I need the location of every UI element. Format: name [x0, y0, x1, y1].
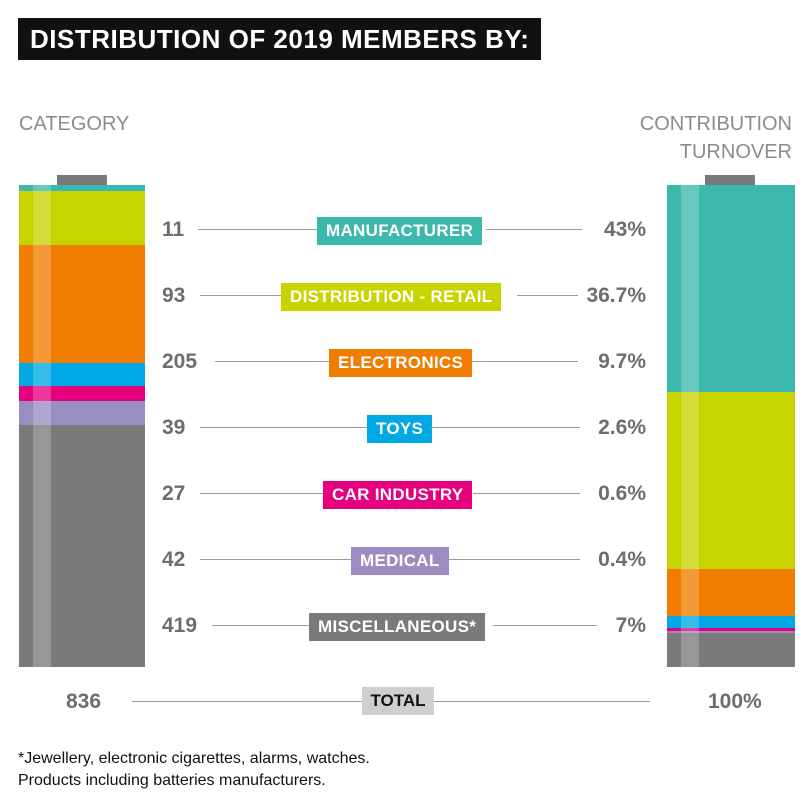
- right-column-header: CONTRIBUTION TURNOVER: [640, 110, 792, 166]
- footnote-line-1: *Jewellery, electronic cigarettes, alarm…: [18, 750, 370, 767]
- category-row: 39 TOYS 2.6%: [0, 408, 810, 448]
- total-rule-right: [434, 701, 650, 702]
- member-count: 11: [162, 218, 185, 241]
- right-header-line-2: TURNOVER: [679, 141, 792, 163]
- category-segment-4: [19, 363, 145, 387]
- category-row: 93 DISTRIBUTION - RETAIL 36.7%: [0, 276, 810, 316]
- turnover-segment-7: [667, 633, 795, 668]
- category-segment-3: [19, 244, 145, 364]
- leader-line-right: [517, 295, 578, 296]
- total-count: 836: [66, 690, 102, 713]
- turnover-segment-6: [667, 631, 795, 634]
- category-row: 11 MANUFACTURER 43%: [0, 210, 810, 250]
- turnover-percent: 7%: [615, 614, 646, 637]
- category-row: 27 CAR INDUSTRY 0.6%: [0, 474, 810, 514]
- total-rule: [132, 701, 362, 702]
- category-label: DISTRIBUTION - RETAIL: [281, 283, 502, 311]
- category-label: MANUFACTURER: [317, 217, 483, 245]
- member-count: 39: [162, 416, 186, 439]
- member-count: 93: [162, 284, 186, 307]
- member-count: 27: [162, 482, 186, 505]
- turnover-segment-3: [667, 569, 795, 617]
- category-label: MEDICAL: [351, 547, 449, 575]
- turnover-segment-4: [667, 615, 795, 629]
- leader-line-right: [471, 361, 578, 362]
- category-battery-cap: [57, 175, 107, 185]
- turnover-battery: [667, 185, 795, 668]
- leader-line-right: [430, 427, 580, 428]
- turnover-segment-5: [667, 628, 795, 632]
- category-segment-7: [19, 425, 145, 668]
- chart-title: DISTRIBUTION OF 2019 MEMBERS BY:: [18, 18, 542, 60]
- left-column-header: CATEGORY: [19, 113, 130, 135]
- member-count: 42: [162, 548, 186, 571]
- category-segment-2: [19, 191, 145, 246]
- category-segment-1: [19, 185, 145, 192]
- category-label: ELECTRONICS: [329, 349, 473, 377]
- turnover-battery-cap: [705, 175, 755, 185]
- leader-line-right: [486, 229, 582, 230]
- total-label: TOTAL: [362, 687, 434, 715]
- turnover-percent: 9.7%: [598, 350, 646, 373]
- category-label: CAR INDUSTRY: [323, 481, 473, 509]
- turnover-segment-2: [667, 392, 795, 570]
- turnover-percent: 36.7%: [586, 284, 646, 307]
- total-percent: 100%: [708, 690, 762, 713]
- turnover-percent: 0.6%: [598, 482, 646, 505]
- leader-line-right: [447, 559, 580, 560]
- category-segment-5: [19, 385, 145, 402]
- footnote-line-2: Products including batteries manufacture…: [18, 772, 326, 789]
- category-battery-shine: [33, 185, 51, 667]
- leader-line-right: [493, 625, 597, 626]
- category-row: 42 MEDICAL 0.4%: [0, 540, 810, 580]
- right-header-line-1: CONTRIBUTION: [639, 113, 792, 135]
- turnover-percent: 0.4%: [598, 548, 646, 571]
- total-row: 836 TOTAL 100%: [0, 682, 810, 722]
- category-segment-6: [19, 401, 145, 426]
- leader-line-left: [198, 229, 317, 230]
- member-count: 419: [162, 614, 198, 637]
- member-count: 205: [162, 350, 198, 373]
- leader-line-left: [200, 559, 351, 560]
- turnover-battery-shine: [681, 185, 699, 667]
- category-row: 205 ELECTRONICS 9.7%: [0, 342, 810, 382]
- category-battery: [19, 185, 145, 668]
- leader-line-left: [215, 361, 329, 362]
- turnover-percent: 2.6%: [598, 416, 646, 439]
- category-label: TOYS: [367, 415, 433, 443]
- leader-line-left: [200, 493, 323, 494]
- turnover-percent: 43%: [603, 218, 646, 241]
- leader-line-left: [200, 427, 367, 428]
- category-row: 419 MISCELLANEOUS* 7%: [0, 606, 810, 646]
- category-label: MISCELLANEOUS*: [309, 613, 486, 641]
- leader-line-left: [200, 295, 281, 296]
- footnote: *Jewellery, electronic cigarettes, alarm…: [18, 748, 370, 792]
- leader-line-right: [473, 493, 580, 494]
- leader-line-left: [212, 625, 309, 626]
- turnover-segment-1: [667, 185, 795, 393]
